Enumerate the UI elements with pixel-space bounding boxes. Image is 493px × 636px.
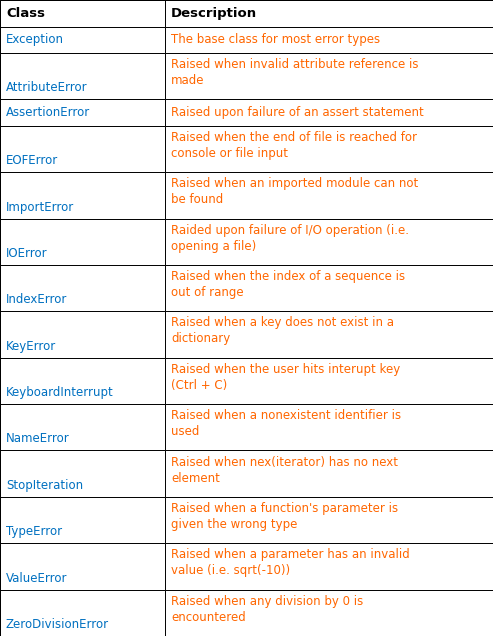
Bar — [165, 99, 493, 126]
Bar — [165, 53, 493, 99]
Text: Raised when the user hits interupt key
(Ctrl + C): Raised when the user hits interupt key (… — [171, 363, 400, 392]
Text: Raised when the index of a sequence is
out of range: Raised when the index of a sequence is o… — [171, 270, 405, 299]
Bar — [0, 219, 165, 265]
Bar — [165, 312, 493, 357]
Bar — [0, 357, 165, 404]
Text: The base class for most error types: The base class for most error types — [171, 33, 380, 46]
Bar — [165, 497, 493, 543]
Text: Raised upon failure of an assert statement: Raised upon failure of an assert stateme… — [171, 106, 424, 119]
Bar — [165, 27, 493, 53]
Bar — [0, 590, 165, 636]
Text: AssertionError: AssertionError — [6, 106, 90, 119]
Text: Raised when any division by 0 is
encountered: Raised when any division by 0 is encount… — [171, 595, 363, 624]
Text: Raised when a nonexistent identifier is
used: Raised when a nonexistent identifier is … — [171, 409, 401, 438]
Bar — [0, 404, 165, 450]
Text: Raised when an imported module can not
be found: Raised when an imported module can not b… — [171, 177, 419, 206]
Text: TypeError: TypeError — [6, 525, 62, 538]
Text: ImportError: ImportError — [6, 200, 74, 214]
Text: Raised when invalid attribute reference is
made: Raised when invalid attribute reference … — [171, 58, 419, 87]
Text: KeyError: KeyError — [6, 340, 56, 352]
Text: Raised when a key does not exist in a
dictionary: Raised when a key does not exist in a di… — [171, 317, 394, 345]
Bar — [165, 265, 493, 312]
Bar — [0, 543, 165, 590]
Text: StopIteration: StopIteration — [6, 479, 83, 492]
Text: ValueError: ValueError — [6, 572, 68, 584]
Text: NameError: NameError — [6, 432, 70, 445]
Bar — [165, 543, 493, 590]
Text: IOError: IOError — [6, 247, 47, 260]
Bar — [165, 404, 493, 450]
Text: Raised when a parameter has an invalid
value (i.e. sqrt(-10)): Raised when a parameter has an invalid v… — [171, 548, 410, 577]
Bar — [0, 126, 165, 172]
Bar — [0, 99, 165, 126]
Bar — [165, 357, 493, 404]
Bar — [0, 312, 165, 357]
Text: Class: Class — [6, 7, 45, 20]
Text: IndexError: IndexError — [6, 293, 67, 307]
Text: Raised when nex(iterator) has no next
element: Raised when nex(iterator) has no next el… — [171, 455, 398, 485]
Text: Description: Description — [171, 7, 257, 20]
Bar — [0, 450, 165, 497]
Bar — [0, 172, 165, 219]
Bar — [0, 0, 165, 27]
Bar — [0, 53, 165, 99]
Bar — [165, 590, 493, 636]
Text: AttributeError: AttributeError — [6, 81, 88, 94]
Text: EOFError: EOFError — [6, 154, 58, 167]
Bar — [165, 126, 493, 172]
Bar — [0, 27, 165, 53]
Text: Raised when a function's parameter is
given the wrong type: Raised when a function's parameter is gi… — [171, 502, 398, 531]
Text: Raised when the end of file is reached for
console or file input: Raised when the end of file is reached f… — [171, 131, 417, 160]
Bar — [165, 172, 493, 219]
Bar — [165, 219, 493, 265]
Bar — [165, 450, 493, 497]
Text: ZeroDivisionError: ZeroDivisionError — [6, 618, 109, 631]
Text: KeyboardInterrupt: KeyboardInterrupt — [6, 386, 114, 399]
Text: Exception: Exception — [6, 33, 64, 46]
Bar — [0, 497, 165, 543]
Bar — [0, 265, 165, 312]
Bar — [165, 0, 493, 27]
Text: Raided upon failure of I/O operation (i.e.
opening a file): Raided upon failure of I/O operation (i.… — [171, 224, 409, 252]
